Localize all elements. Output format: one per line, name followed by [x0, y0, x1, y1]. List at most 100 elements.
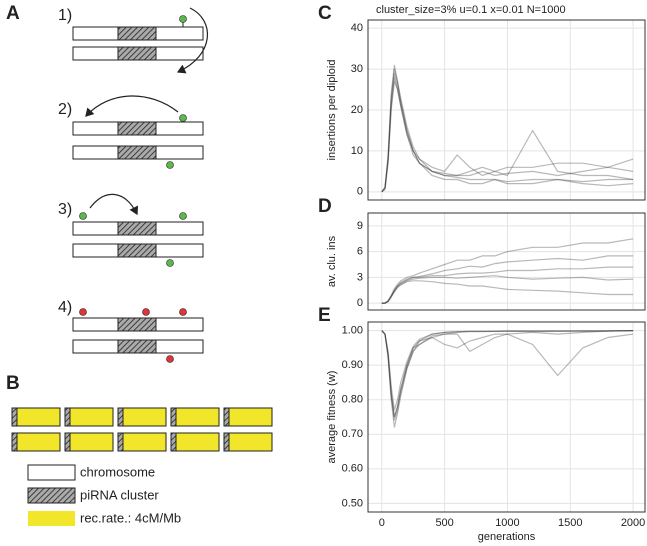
y-tick-label: 0 — [357, 186, 363, 198]
plot-border — [367, 19, 646, 201]
step-label: 3) — [58, 201, 72, 218]
arrow — [85, 95, 179, 117]
step-label: 1) — [58, 7, 72, 24]
cluster — [117, 121, 157, 136]
y-tick-label: 0.60 — [342, 463, 363, 475]
panel-b: B chromosome piRNA cluster rec.rate.: 4c… — [6, 373, 273, 526]
te — [166, 355, 174, 363]
series-line — [381, 266, 634, 304]
arrow — [176, 7, 209, 74]
te — [166, 161, 174, 169]
y-tick-label: 0 — [357, 297, 363, 309]
series-line — [381, 275, 634, 304]
panel-label: A — [6, 3, 20, 24]
y-tick-label: 30 — [351, 63, 363, 75]
cluster — [117, 221, 157, 236]
panel-label: B — [6, 373, 20, 394]
legend-key — [28, 511, 75, 526]
y-tick-label: 9 — [357, 220, 363, 232]
te — [179, 15, 187, 23]
te — [79, 308, 87, 316]
x-tick-label: 0 — [379, 517, 385, 529]
panel-label: C — [318, 3, 332, 24]
cluster — [117, 243, 157, 258]
chromosome-segment — [11, 407, 61, 427]
te — [179, 308, 187, 316]
te — [166, 259, 174, 267]
y-axis-label: insertions per diploid — [326, 60, 338, 161]
cluster — [117, 317, 157, 332]
series-line — [381, 255, 634, 304]
y-axis-label: av. clu. ins — [326, 235, 338, 287]
series-line — [381, 330, 634, 421]
cluster — [170, 407, 177, 427]
y-tick-label: 40 — [351, 22, 363, 34]
x-tick-label: 500 — [435, 517, 453, 529]
series-line — [381, 330, 634, 428]
panel-label: E — [318, 305, 331, 326]
plot-background — [368, 213, 645, 310]
chromosome-segment — [170, 432, 220, 452]
y-tick-label: 0.50 — [342, 497, 363, 509]
y-tick-label: 10 — [351, 145, 363, 157]
cluster — [223, 407, 230, 427]
arrow — [89, 193, 139, 216]
legend-label: piRNA cluster — [80, 487, 159, 502]
chromosome-segment — [117, 432, 167, 452]
cluster — [117, 145, 157, 160]
cluster — [117, 407, 124, 427]
panel-a: A 1) 2) 3) 4) — [6, 3, 209, 363]
y-tick-label: 1.00 — [342, 325, 363, 337]
series-line — [381, 280, 634, 304]
plot-background — [368, 322, 645, 512]
series-line — [381, 330, 634, 411]
legend-label: rec.rate.: 4cM/Mb — [80, 510, 181, 525]
series-line — [381, 68, 634, 193]
chromosome-segment — [223, 432, 273, 452]
series-line — [381, 330, 634, 418]
cluster — [11, 432, 18, 452]
series-line — [381, 238, 634, 304]
step-label: 4) — [58, 299, 72, 316]
y-axis-label: average fitness (w) — [326, 371, 338, 464]
legend-key — [27, 464, 76, 481]
cluster — [64, 407, 71, 427]
te — [142, 308, 150, 316]
chromosome-segment — [64, 432, 114, 452]
y-tick-label: 3 — [357, 271, 363, 283]
cluster — [117, 46, 157, 61]
series-line — [381, 81, 634, 193]
cluster — [11, 407, 18, 427]
x-tick-label: 2000 — [621, 517, 645, 529]
chromosome-segment — [64, 407, 114, 427]
plot-border — [367, 321, 646, 513]
series-line — [381, 330, 634, 418]
cluster — [64, 432, 71, 452]
chromosome-segment — [11, 432, 61, 452]
cluster — [223, 432, 230, 452]
legend-label: chromosome — [80, 464, 155, 479]
cluster — [117, 26, 157, 41]
series-line — [381, 77, 634, 193]
legend-key — [27, 487, 76, 504]
series-line — [381, 64, 634, 193]
chromosome-segment — [170, 407, 220, 427]
y-tick-label: 0.70 — [342, 428, 363, 440]
step-label: 2) — [58, 101, 72, 118]
cluster — [117, 432, 124, 452]
x-axis-label: generations — [478, 531, 536, 543]
te — [179, 212, 187, 220]
y-tick-label: 0.90 — [342, 359, 363, 371]
chromosome-segment — [117, 407, 167, 427]
x-tick-label: 1500 — [558, 517, 582, 529]
chart-title: cluster_size=3% u=0.1 x=0.01 N=1000 — [376, 4, 566, 16]
y-tick-label: 0.80 — [342, 394, 363, 406]
te — [179, 114, 187, 122]
chromosome-segment — [223, 407, 273, 427]
y-tick-label: 6 — [357, 246, 363, 258]
series-line — [381, 73, 634, 193]
x-tick-label: 1000 — [495, 517, 519, 529]
panel-label: D — [318, 196, 332, 217]
y-tick-label: 20 — [351, 104, 363, 116]
